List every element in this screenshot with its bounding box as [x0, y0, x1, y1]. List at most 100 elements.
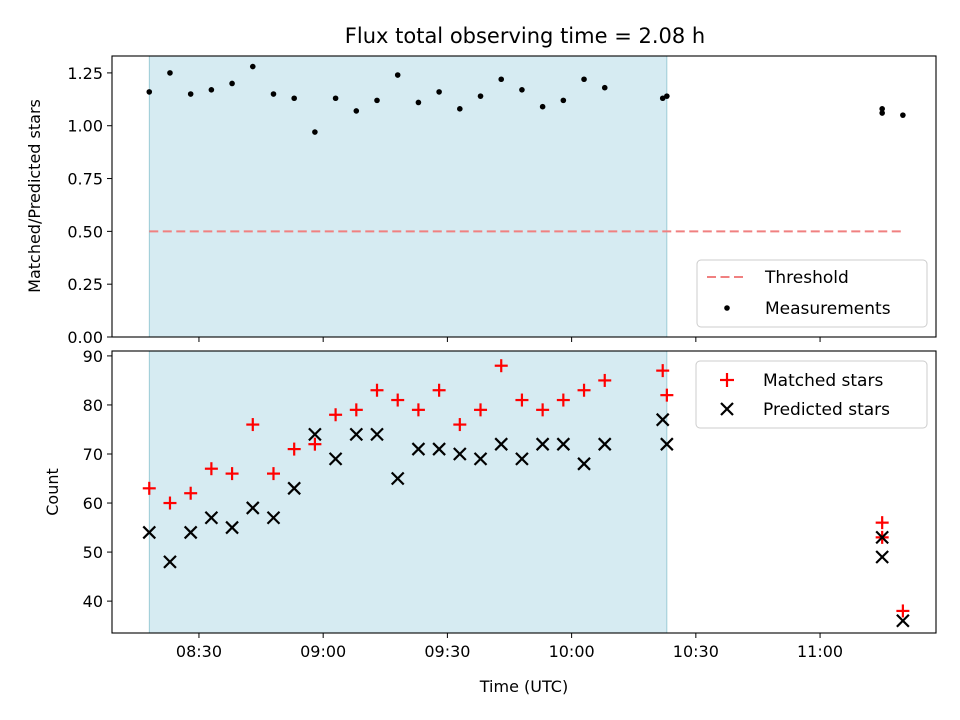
bottom-y-tick-label: 70: [83, 445, 103, 464]
measurement-point: [879, 106, 885, 112]
measurement-point: [601, 84, 608, 91]
predicted-star-point: [349, 427, 364, 442]
x-tick-label: 08:30: [176, 642, 222, 661]
bottom-plot-frame: [111, 350, 937, 634]
x-tick-label: 10:00: [549, 642, 595, 661]
matched-star-point: [246, 418, 260, 432]
legend-predicted-swatch: [720, 402, 734, 416]
legend-matched-label: Matched stars: [763, 371, 883, 391]
measurement-point: [539, 103, 546, 110]
legend-threshold-label: Threshold: [764, 268, 849, 288]
matched-star-point: [142, 481, 156, 495]
measurement-point: [374, 97, 380, 104]
matched-star-point: [308, 437, 322, 451]
measurement-point: [519, 87, 525, 93]
bottom-y-ticks: 40 50 60 70 80 90: [83, 347, 112, 611]
predicted-star-point: [390, 471, 405, 486]
predicted-star-point: [432, 442, 446, 456]
top-x-ticks: [198, 337, 821, 342]
matched-star-point: [875, 516, 889, 530]
predicted-star-point: [655, 412, 670, 427]
matched-star-point: [266, 467, 280, 481]
matched-star-point: [598, 373, 612, 387]
matched-star-point: [453, 418, 467, 432]
top-y-tick-label: 0.50: [67, 222, 103, 241]
predicted-star-point: [225, 520, 239, 535]
top-y-tick-label: 1.00: [67, 117, 103, 136]
measurement-point: [664, 93, 670, 99]
measurement-point: [879, 110, 885, 116]
matched-star-point: [494, 359, 508, 373]
measurement-point: [659, 95, 666, 102]
predicted-star-point: [370, 427, 384, 442]
top-panel: 0.00 0.25 0.50 0.75 1.00 1.25 Matched/Predict…: [25, 55, 937, 347]
bottom-y-axis-label: Count: [43, 468, 62, 516]
measurement-point: [187, 91, 194, 97]
x-tick-label: 09:30: [424, 642, 470, 661]
top-y-tick-label: 0.00: [67, 328, 103, 347]
predicted-star-point: [142, 525, 157, 540]
matched-star-point: [287, 442, 301, 456]
matched-star-point: [163, 496, 177, 510]
predicted-star-point: [494, 437, 509, 451]
matched-star-point: [225, 467, 239, 481]
top-y-ticks: 0.00 0.25 0.50 0.75 1.00 1.25: [67, 64, 112, 347]
measurement-point: [291, 95, 297, 102]
bottom-observing-window-shading: [148, 350, 668, 634]
matched-star-point: [556, 393, 570, 407]
matched-star-point: [370, 383, 384, 397]
bottom-y-tick-label: 40: [83, 592, 103, 611]
predicted-star-point: [204, 510, 219, 525]
x-axis-label: Time (UTC): [479, 677, 568, 696]
matched-star-point: [536, 403, 550, 417]
predicted-star-point: [183, 525, 198, 540]
chart-title: Flux total observing time = 2.08 h: [345, 24, 705, 48]
measurement-point: [436, 89, 442, 95]
matched-star-point: [515, 393, 529, 407]
matched-star-point: [474, 403, 488, 417]
matched-star-point: [656, 364, 670, 378]
legend-predicted-label: Predicted stars: [763, 400, 890, 420]
measurement-point: [146, 89, 153, 95]
measurement-point: [249, 63, 256, 70]
bottom-x-ticks: 08:30 09:00 09:30 10:00 10:30 11:00: [176, 633, 843, 661]
matched-star-point: [391, 393, 405, 407]
predicted-star-point: [473, 452, 488, 466]
legend-measurements-swatch: [724, 305, 730, 311]
predicted-star-point: [246, 501, 260, 515]
top-y-tick-label: 0.25: [67, 275, 103, 294]
matched-star-point: [329, 408, 343, 422]
x-tick-label: 09:00: [300, 642, 346, 661]
measurement-point: [167, 70, 173, 76]
predicted-star-point: [453, 447, 467, 461]
x-tick-label: 11:00: [797, 642, 843, 661]
predicted-stars-points: [142, 412, 910, 628]
measurement-point: [457, 106, 463, 112]
matched-star-point: [349, 403, 363, 417]
predicted-star-point: [896, 613, 910, 628]
bottom-legend-box: [695, 360, 928, 429]
measurements-points: [146, 63, 906, 135]
predicted-star-point: [875, 530, 889, 545]
top-y-tick-label: 0.75: [67, 170, 103, 189]
top-plot-frame: [111, 55, 937, 338]
bottom-y-tick-label: 90: [83, 347, 103, 366]
predicted-star-point: [266, 510, 281, 525]
top-observing-window-shading: [148, 55, 668, 338]
legend-matched-swatch: [720, 373, 734, 387]
predicted-star-point: [875, 550, 889, 564]
measurement-point: [229, 80, 235, 87]
predicted-star-point: [660, 437, 674, 451]
top-legend: Threshold Measurements: [696, 259, 928, 328]
measurement-point: [415, 99, 422, 106]
top-y-axis-label: Matched/Predicted stars: [25, 99, 44, 293]
x-tick-label: 10:30: [673, 642, 719, 661]
predicted-star-point: [577, 457, 591, 471]
predicted-star-point: [597, 437, 612, 451]
predicted-star-point: [308, 427, 322, 442]
measurement-point: [353, 108, 360, 114]
bottom-y-tick-label: 80: [83, 396, 103, 415]
predicted-star-point: [163, 555, 177, 569]
bottom-panel: 40 50 60 70 80 90 08:30 09:00 09:30 10:00 10:30 11…: [43, 347, 937, 696]
